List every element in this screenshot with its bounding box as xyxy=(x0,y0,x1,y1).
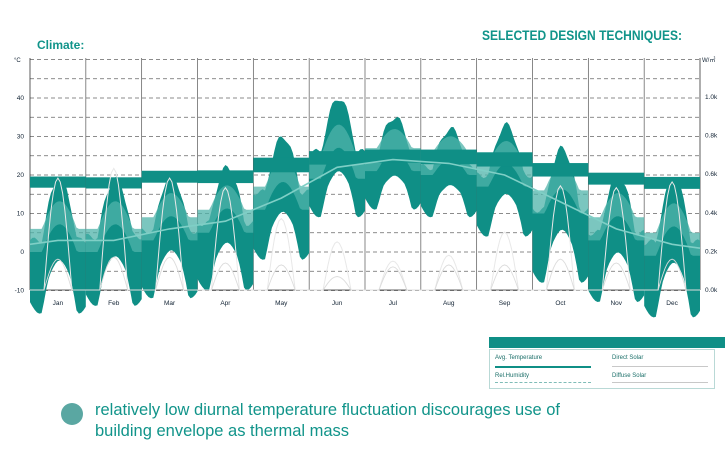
legend: Avg. Temperature Direct Solar Rel.Humidi… xyxy=(489,349,715,389)
temperature-inner-band-feb xyxy=(85,201,142,252)
diffuse-solar-curve-jan xyxy=(30,258,86,291)
left-axis-unit: °C xyxy=(14,58,21,64)
right-tick-label: 0.8k xyxy=(705,133,718,140)
comfort-band-sep xyxy=(476,152,533,167)
left-tick-label: 40 xyxy=(17,95,25,102)
climate-title: Climate: xyxy=(37,38,85,52)
comfort-bands xyxy=(30,149,700,189)
right-tick-label: 0.6k xyxy=(705,171,718,178)
temperature-envelope-sep xyxy=(476,122,533,237)
temperature-inner-band-apr xyxy=(197,185,254,233)
design-techniques-title: SELECTED DESIGN TECHNIQUES: xyxy=(482,27,683,43)
left-tick-label: 30 xyxy=(17,134,25,141)
month-label-apr: Apr xyxy=(220,300,231,307)
temperature-inner-band-may xyxy=(253,158,310,210)
direct-solar-curve-jul xyxy=(365,260,421,291)
month-label-jun: Jun xyxy=(332,300,343,307)
comfort-band-oct xyxy=(532,163,589,177)
month-label-oct: Oct xyxy=(555,300,565,307)
right-tick-label: 0.4k xyxy=(705,210,718,217)
diffuse-solar-curve-sep xyxy=(476,264,533,291)
right-tick-label: 1.0k xyxy=(705,94,718,101)
left-tick-label: 20 xyxy=(17,172,25,179)
left-tick-label: 0 xyxy=(20,249,24,256)
diffuse-solar-curve-apr xyxy=(197,262,254,291)
right-tick-label: 0.2k xyxy=(705,248,718,255)
legend-diffuse-solar: Diffuse Solar xyxy=(612,373,647,379)
climate-chart: Jan Feb Mar Apr May Jun Jul Aug Sep Oct Nov Dec °C -1… xyxy=(14,56,718,318)
month-label-feb: Feb xyxy=(108,300,120,307)
right-tick-label: 0.0k xyxy=(705,287,718,294)
direct-solar-curve-jun xyxy=(309,241,365,291)
avg-temperature-line xyxy=(29,158,701,249)
temperature-inner-band-oct xyxy=(532,166,589,214)
legend-avg-temperature-swatch xyxy=(495,366,591,368)
month-label-aug: Aug xyxy=(443,300,455,307)
temperature-inner-band-mar xyxy=(141,193,198,241)
direct-solar-curve-aug xyxy=(420,254,477,291)
comfort-band-may xyxy=(253,157,310,173)
comfort-band-jun xyxy=(309,151,365,165)
diffuse-solar-curve-jul xyxy=(365,266,421,291)
diffuse-solar-curve-nov xyxy=(588,262,645,291)
comfort-band-mar xyxy=(141,170,198,183)
month-label-may: May xyxy=(275,300,288,307)
temperature-inner-band-jan xyxy=(30,201,86,252)
month-label-mar: Mar xyxy=(164,300,176,307)
comfort-band-jul xyxy=(365,149,421,163)
month-label-sep: Sep xyxy=(499,300,511,307)
legend-diffuse-solar-swatch xyxy=(612,382,708,383)
comfort-band-nov xyxy=(588,172,645,185)
temperature-envelope-mar xyxy=(141,172,198,299)
comfort-band-aug xyxy=(420,149,477,165)
temperature-inner-band-nov xyxy=(588,193,645,241)
axes: Jan Feb Mar Apr May Jun Jul Aug Sep Oct Nov Dec °C -1… xyxy=(14,56,718,307)
left-tick-label: -10 xyxy=(15,288,25,295)
diffuse-solar-curve-oct xyxy=(532,258,589,291)
comfort-band-jan xyxy=(30,176,86,188)
diffuse-solar-curve-dec xyxy=(644,258,700,291)
diffuse-solar-curve-jun xyxy=(309,276,365,291)
month-label-jan: Jan xyxy=(53,300,64,307)
temperature-envelope-aug xyxy=(420,127,477,218)
temperature-envelope-jul xyxy=(365,116,421,210)
legend-direct-solar: Direct Solar xyxy=(612,355,644,361)
direct-solar-curve-sep xyxy=(476,231,533,291)
diffuse-solar-curve-mar xyxy=(141,256,198,291)
month-label-nov: Nov xyxy=(610,300,622,307)
legend-rel-humidity: Rel.Humidity xyxy=(495,373,530,379)
diffuse-solar-curve-aug xyxy=(420,264,477,291)
month-label-jul: Jul xyxy=(389,300,398,307)
note-bullet-icon xyxy=(61,403,83,425)
month-label-dec: Dec xyxy=(666,300,678,307)
legend-avg-temperature: Avg. Temperature xyxy=(495,355,543,361)
avg-temperature-path xyxy=(29,158,701,249)
note-text: relatively low diurnal temperature fluct… xyxy=(95,401,560,440)
legend-direct-solar-swatch xyxy=(612,366,708,367)
left-tick-label: 10 xyxy=(17,211,25,218)
temperature-inner-band-dec xyxy=(644,203,700,256)
legend-header-bar xyxy=(489,337,725,348)
temperature-envelope-apr xyxy=(197,165,254,291)
diffuse-solar-curve-feb xyxy=(85,256,142,291)
temperature-inner-band-jun xyxy=(309,124,365,179)
comfort-band-feb xyxy=(85,177,142,189)
diffuse-solar-curve-may xyxy=(253,264,310,291)
solar-curves xyxy=(30,167,700,291)
temperature-envelope-dec xyxy=(644,181,700,318)
comfort-band-dec xyxy=(644,176,700,189)
comfort-band-apr xyxy=(197,170,254,184)
legend-rel-humidity-swatch xyxy=(495,382,591,383)
right-axis-unit: W/㎡ xyxy=(702,56,715,64)
temperature-envelope-jan xyxy=(30,178,86,314)
